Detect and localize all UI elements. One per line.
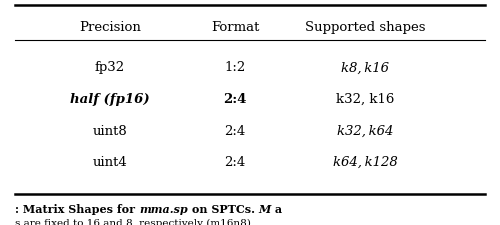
Text: mma.sp: mma.sp — [139, 203, 188, 214]
Text: uint4: uint4 — [92, 155, 128, 169]
Text: fp32: fp32 — [95, 61, 125, 74]
Text: Supported shapes: Supported shapes — [305, 20, 425, 34]
Text: on SPTCs.: on SPTCs. — [188, 203, 258, 214]
Text: k64, k128: k64, k128 — [332, 155, 398, 169]
Text: k32, k16: k32, k16 — [336, 92, 394, 106]
Text: M: M — [258, 203, 271, 214]
Text: s are fixed to 16 and 8, respectively (m16n8): s are fixed to 16 and 8, respectively (m… — [15, 218, 251, 225]
Text: 2:4: 2:4 — [224, 124, 246, 137]
Text: 1:2: 1:2 — [224, 61, 246, 74]
Text: Precision: Precision — [79, 20, 141, 34]
Text: Format: Format — [211, 20, 259, 34]
Text: : Matrix Shapes for: : Matrix Shapes for — [15, 203, 139, 214]
Text: half (fp16): half (fp16) — [70, 92, 150, 106]
Text: k32, k64: k32, k64 — [337, 124, 393, 137]
Text: k8, k16: k8, k16 — [341, 61, 389, 74]
Text: 2:4: 2:4 — [223, 92, 247, 106]
Text: uint8: uint8 — [92, 124, 128, 137]
Text: 2:4: 2:4 — [224, 155, 246, 169]
Text: a: a — [271, 203, 282, 214]
